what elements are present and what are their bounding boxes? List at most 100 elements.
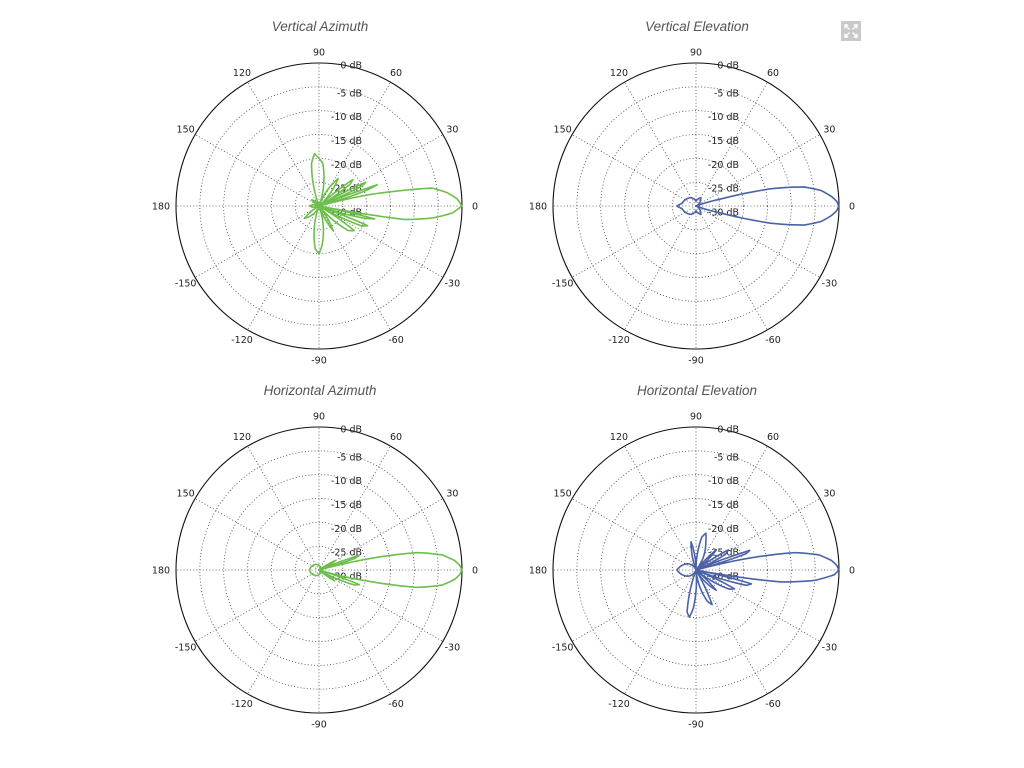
grid-spoke [571,569,697,642]
grid-spoke [318,205,444,278]
radial-db-label: -30 dB [708,572,739,583]
radial-db-label: -25 dB [331,548,362,559]
angle-tick-label: 120 [233,68,251,79]
grid-spoke [695,134,821,207]
angle-tick-label: -120 [231,335,253,346]
angle-tick-label: 150 [177,489,195,500]
angle-tick-label: 180 [152,202,170,213]
grid-spoke [247,81,320,207]
grid-spoke [695,81,768,207]
angle-tick-label: 120 [610,68,628,79]
grid-ring [600,474,792,666]
radial-db-label: -20 dB [708,524,739,535]
angle-tick-label: -120 [608,335,630,346]
angle-tick-label: 150 [554,489,572,500]
grid-spoke [624,569,697,695]
grid-spoke [318,445,391,571]
grid-spoke [318,81,391,207]
grid-spoke [695,569,821,642]
angle-tick-label: 0 [472,566,478,577]
radial-db-label: -15 dB [708,136,739,147]
grid-spoke [318,569,391,695]
grid-spoke [194,205,320,278]
grid-spoke [318,569,444,642]
grid-spoke [194,498,320,571]
grid-ring [294,181,344,231]
angle-tick-label: -60 [765,335,781,346]
radial-db-label: -25 dB [708,184,739,195]
grid-spoke [318,498,444,571]
radial-db-label: 0 dB [340,61,362,72]
grid-spoke [247,569,320,695]
angle-tick-label: -150 [175,279,197,290]
polar-chart-4: Horizontal Elevation 0 30 60 90 120 150 180 -150… [529,383,855,731]
angle-tick-label: 90 [690,48,702,59]
radial-db-label: -15 dB [331,136,362,147]
angle-tick-label: 180 [529,566,547,577]
chart-title: Horizontal Elevation [637,383,757,398]
angle-tick-label: -30 [445,643,461,654]
radial-db-label: -10 dB [331,112,362,123]
grid-ring [294,545,344,595]
angle-tick-label: 0 [849,202,855,213]
chart-title: Vertical Elevation [645,19,749,34]
grid-ring [270,521,368,619]
angle-tick-label: 180 [152,566,170,577]
angle-tick-label: -60 [765,699,781,710]
radial-db-label: 0 dB [717,425,739,436]
grid-ring [247,134,391,278]
grid-ring [647,521,745,619]
angle-tick-label: 0 [849,566,855,577]
grid-spoke [624,205,697,331]
radial-db-label: 0 dB [717,61,739,72]
radiation-pattern-trace [303,152,463,255]
grid-spoke [695,569,768,695]
angle-tick-label: -90 [688,720,704,731]
grid-ring [671,545,721,595]
radial-db-label: -5 dB [714,452,739,463]
radial-db-label: -20 dB [708,160,739,171]
angle-tick-label: -60 [388,335,404,346]
angle-tick-label: -90 [311,720,327,731]
chart-title: Horizontal Azimuth [264,383,377,398]
angle-tick-label: 120 [610,432,628,443]
expand-button[interactable] [841,21,861,41]
radiation-pattern-trace [676,186,840,226]
angle-tick-label: -150 [552,643,574,654]
angle-tick-label: 60 [767,68,779,79]
angle-tick-label: -30 [445,279,461,290]
radial-db-label: -5 dB [337,88,362,99]
radial-db-label: -5 dB [337,452,362,463]
grid-spoke [194,569,320,642]
grid-spoke [624,445,697,571]
angle-tick-label: 60 [390,68,402,79]
grid-ring [223,474,415,666]
angle-tick-label: 30 [823,125,835,136]
angle-tick-label: -150 [175,643,197,654]
grid-ring [223,110,415,302]
grid-ring [647,157,745,255]
angle-tick-label: -120 [608,699,630,710]
grid-spoke [624,81,697,207]
radial-db-label: -25 dB [331,184,362,195]
radial-db-label: -30 dB [331,208,362,219]
angle-tick-label: -150 [552,279,574,290]
angle-tick-label: 30 [446,125,458,136]
radial-db-label: -10 dB [708,112,739,123]
grid-spoke [695,205,821,278]
angle-tick-label: 180 [529,202,547,213]
grid-ring [624,498,768,642]
radial-db-label: -15 dB [708,500,739,511]
grid-ring [247,498,391,642]
angle-tick-label: -90 [688,356,704,367]
angle-tick-label: 90 [313,48,325,59]
angle-tick-label: -90 [311,356,327,367]
angle-tick-label: -30 [822,643,838,654]
angle-tick-label: -60 [388,699,404,710]
grid-spoke [571,134,697,207]
angle-tick-label: -120 [231,699,253,710]
angle-tick-label: 90 [690,412,702,423]
polar-chart-2: Vertical Elevation 0 30 60 90 120 150 180 -150 -1… [529,19,855,367]
grid-spoke [194,134,320,207]
